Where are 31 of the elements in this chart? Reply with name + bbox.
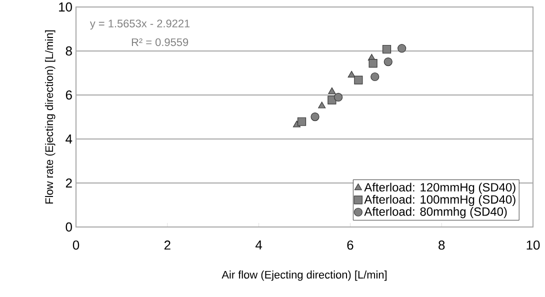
x-tick-label: 4: [256, 240, 262, 250]
point: [334, 92, 343, 102]
legend-label: Afterload: 80mmhg (SD40): [364, 207, 507, 218]
x-tick-label: 0: [72, 240, 80, 250]
point: [310, 112, 320, 122]
y-tick-label: 6: [66, 90, 72, 100]
point: [297, 117, 306, 126]
annotation: R² = 0.9559: [132, 38, 188, 46]
legend-label: Afterload: 100mmHg (SD40): [364, 194, 516, 206]
y-tick-label: 10: [59, 2, 72, 12]
x-tick-label: 2: [164, 240, 170, 250]
x-tick-label: 8: [438, 240, 445, 250]
point: [382, 44, 392, 54]
point: [318, 102, 326, 108]
x-axis-title: Air flow (Ejecting direction) [L/min]: [222, 270, 387, 281]
point: [398, 44, 406, 53]
y-tick-label: 2: [66, 178, 72, 188]
point: [348, 70, 356, 78]
legend-label: Afterload: 120mmHg (SD40): [364, 182, 516, 194]
point: [328, 87, 336, 94]
y-tick-label: 8: [66, 46, 72, 56]
point: [384, 57, 392, 66]
point: [368, 59, 378, 68]
y-tick-label: 4: [66, 134, 72, 144]
y-axis-title: Flow rate (Ejecting direction) [L/min]: [45, 30, 56, 204]
y-tick-label: 0: [66, 222, 72, 232]
x-tick-label: 10: [526, 240, 540, 250]
point: [370, 72, 380, 82]
x-tick-label: 6: [347, 240, 354, 250]
point: [354, 76, 363, 84]
annotation: y = 1.5653x - 2.9221: [90, 20, 190, 30]
